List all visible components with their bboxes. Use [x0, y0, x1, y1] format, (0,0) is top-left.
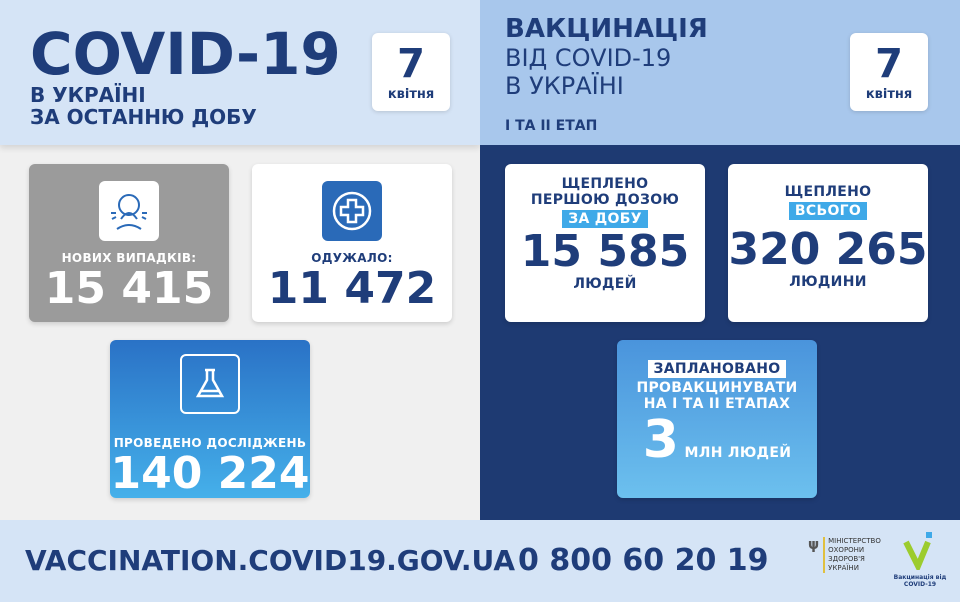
daily-value: 15 585 [520, 226, 690, 277]
ministry-logo: ψ МІНІСТЕРСТВО ОХОРОНИ ЗДОРОВ'Я УКРАЇНИ [808, 537, 881, 573]
planned-line3: НА І ТА ІІ ЕТАПАХ [643, 396, 791, 412]
daily-line2: ПЕРШОЮ ДОЗОЮ [530, 192, 680, 208]
vacc-title: ВАКЦИНАЦІЯ [505, 14, 708, 44]
date-day: 7 [875, 41, 903, 87]
planned-unit: МЛН ЛЮДЕЙ [684, 445, 792, 461]
date-box-left: 7 квітня [372, 33, 450, 111]
planned-highlight: ЗАПЛАНОВАНО [648, 360, 786, 378]
recovered-value: 11 472 [267, 263, 437, 314]
vaccination-logo: Вакцинація від COVID-19 [890, 530, 950, 588]
total-highlight: ВСЬОГО [788, 202, 868, 220]
daily-unit: ЛЮДЕЙ [573, 276, 637, 292]
footer [0, 520, 960, 602]
recovered-label: ОДУЖАЛО: [311, 251, 393, 265]
tests-card: ПРОВЕДЕНО ДОСЛІДЖЕНЬ 140 224 [110, 340, 310, 498]
date-month: квітня [387, 87, 435, 102]
daily-highlight: ЗА ДОБУ [562, 210, 648, 228]
vacc-stage: І ТА ІІ ЕТАП [505, 118, 598, 134]
v-logo-icon [903, 532, 932, 574]
daily-vaccinated-card: ЩЕПЛЕНО ПЕРШОЮ ДОЗОЮ ЗА ДОБУ 15 585 ЛЮДЕ… [505, 164, 705, 322]
planned-value: 3 [642, 410, 679, 470]
website-link[interactable]: VACCINATION.COVID19.GOV.UA [25, 544, 516, 577]
covid-title: COVID-19 [30, 20, 341, 88]
trident-icon: ψ [808, 537, 820, 553]
subtitle-last-day: ЗА ОСТАННЮ ДОБУ [30, 105, 257, 129]
planned-line2: ПРОВАКЦИНУВАТИ [636, 380, 798, 396]
ministry-line: ЗДОРОВ'Я [828, 555, 865, 563]
new-cases-label: НОВИХ ВИПАДКІВ: [61, 251, 197, 265]
ministry-line: ОХОРОНИ [828, 546, 865, 554]
planned-card: ЗАПЛАНОВАНО ПРОВАКЦИНУВАТИ НА І ТА ІІ ЕТ… [617, 340, 817, 498]
daily-line1: ЩЕПЛЕНО [561, 176, 649, 192]
new-cases-value: 15 415 [44, 263, 214, 314]
flask-icon [180, 354, 240, 414]
recovered-card: ОДУЖАЛО: 11 472 [252, 164, 452, 322]
vacc-title-covid: ВІД COVID-19 [505, 44, 672, 72]
subtitle-ukraine: В УКРАЇНІ [30, 83, 146, 107]
tests-value: 140 224 [110, 448, 310, 499]
new-cases-card: НОВИХ ВИПАДКІВ: 15 415 [29, 164, 229, 322]
date-box-right: 7 квітня [850, 33, 928, 111]
vacc-logo-text: Вакцинація від COVID-19 [893, 574, 947, 588]
hotline-phone[interactable]: 0 800 60 20 19 [518, 543, 769, 578]
total-vaccinated-card: ЩЕПЛЕНО ВСЬОГО 320 265 ЛЮДИНИ [728, 164, 928, 322]
date-day: 7 [397, 41, 425, 87]
sneeze-icon [99, 181, 159, 241]
date-month: квітня [865, 87, 913, 102]
vacc-title-ukraine: В УКРАЇНІ [505, 72, 624, 100]
ministry-line: УКРАЇНИ [828, 564, 859, 572]
medical-cross-icon [322, 181, 382, 241]
total-value: 320 265 [728, 224, 928, 275]
ministry-line: МІНІСТЕРСТВО [828, 537, 881, 545]
tests-label: ПРОВЕДЕНО ДОСЛІДЖЕНЬ [113, 436, 307, 450]
total-line1: ЩЕПЛЕНО [784, 184, 872, 200]
total-unit: ЛЮДИНИ [789, 274, 867, 290]
